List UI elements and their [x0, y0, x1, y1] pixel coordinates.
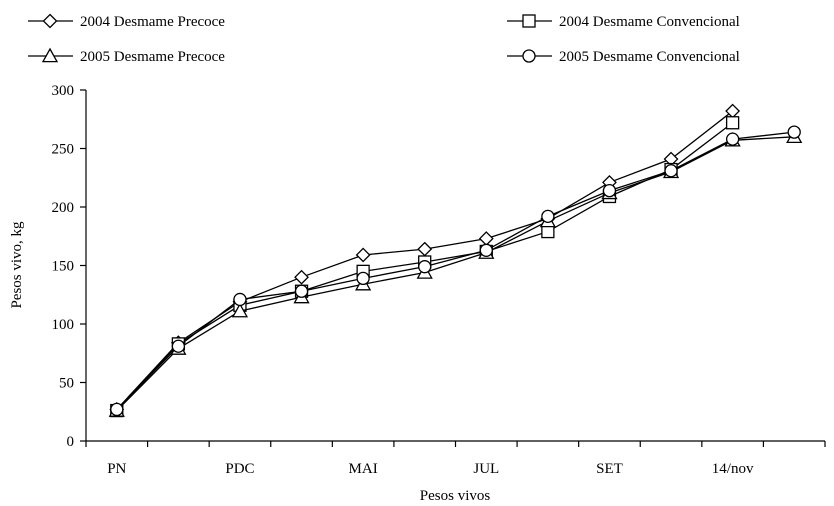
legend: 2004 Desmame Precoce 2004 Desmame Convenc… [28, 13, 740, 65]
data-point-diamond [478, 231, 494, 247]
y-axis-title: Pesos vivo, kg [9, 221, 25, 309]
legend-label: 2005 Desmame Precoce [80, 49, 225, 65]
x-tick-label: 14/nov [712, 461, 754, 477]
y-tick-label: 300 [52, 83, 75, 99]
data-point-circle [171, 339, 186, 353]
y-tick-label: 50 [59, 376, 74, 392]
data-point-circle [664, 164, 678, 178]
data-point-diamond [725, 103, 741, 119]
data-point-circle [602, 183, 617, 198]
data-point-circle [356, 271, 370, 286]
x-tick-label: MAI [349, 461, 378, 477]
data-point-circle [725, 132, 740, 146]
legend-marker-circle [522, 49, 536, 63]
x-tick-label: JUL [473, 461, 499, 477]
axes [85, 90, 825, 442]
series-group [108, 103, 803, 418]
y-tick-label: 200 [52, 200, 75, 216]
legend-item: 2005 Desmame Precoce [28, 47, 225, 65]
series-2005-desmame-precoce [108, 128, 803, 417]
legend-label: 2005 Desmame Convencional [559, 49, 740, 65]
x-tick-label: SET [596, 461, 623, 477]
data-point-diamond [417, 241, 433, 257]
data-point-circle [233, 292, 247, 307]
legend-label: 2004 Desmame Convencional [559, 14, 740, 30]
legend-item: 2004 Desmame Precoce [28, 13, 225, 30]
data-point-square [725, 116, 740, 130]
legend-item: 2004 Desmame Convencional [507, 14, 740, 30]
y-tick-label: 0 [67, 434, 75, 450]
series-line [116, 131, 795, 410]
data-point-circle [479, 243, 493, 257]
data-point-circle [418, 260, 432, 274]
legend-marker-triangle [41, 47, 59, 63]
x-tick-label: PN [107, 461, 126, 477]
y-tick-label: 250 [52, 142, 75, 158]
x-tick-label: PDC [225, 461, 254, 477]
x-axis-ticks: PN PDC MAI JUL SET 14/nov [85, 441, 826, 477]
data-point-diamond [294, 269, 309, 285]
x-axis-title: Pesos vivos [420, 488, 491, 504]
data-point-circle [541, 209, 555, 224]
legend-label: 2004 Desmame Precoce [80, 14, 225, 30]
data-point-diamond [355, 247, 371, 263]
y-tick-label: 100 [52, 317, 75, 333]
legend-marker-square [522, 14, 536, 28]
data-point-triangle [231, 302, 249, 318]
legend-item: 2005 Desmame Convencional [507, 49, 740, 65]
series-2005-desmame-convencional [110, 125, 801, 417]
data-point-circle [294, 284, 309, 298]
data-point-circle [110, 402, 124, 417]
y-tick-label: 150 [52, 259, 75, 275]
y-axis-ticks: 0 50 100 150 200 250 300 [52, 83, 86, 450]
data-point-square [541, 224, 555, 239]
legend-marker-diamond [42, 13, 58, 29]
data-point-circle [787, 125, 801, 139]
series-line [116, 136, 795, 412]
